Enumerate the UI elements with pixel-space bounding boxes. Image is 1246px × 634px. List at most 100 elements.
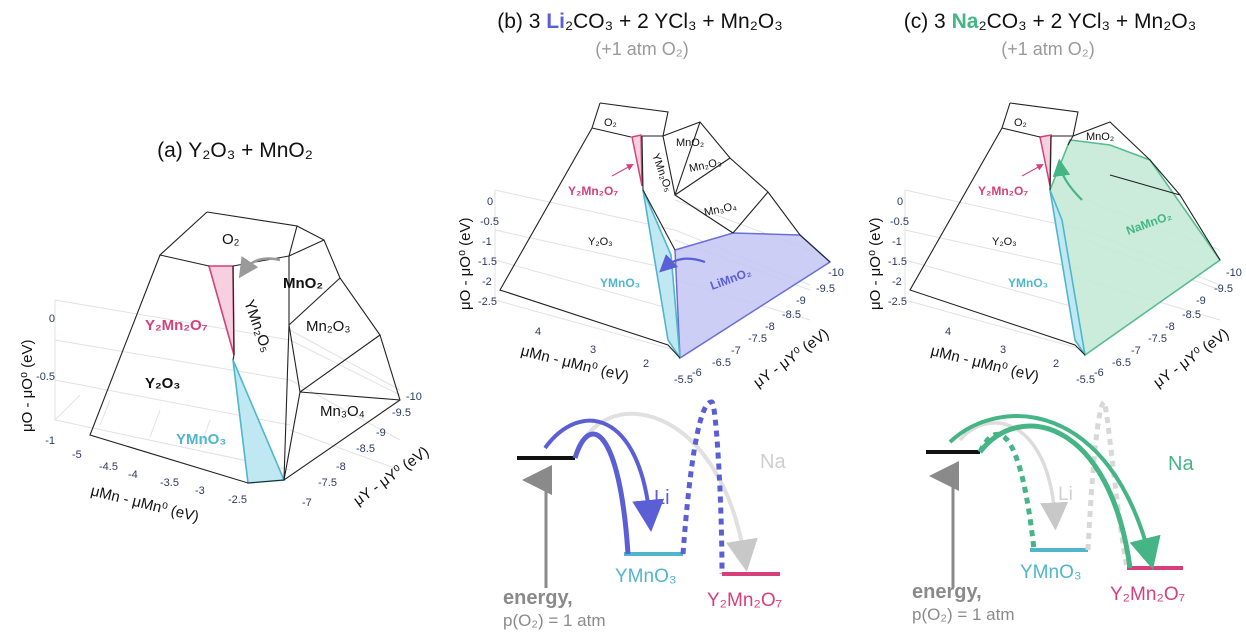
tick-label: -4.5 (99, 461, 118, 473)
tick-label: -9 (376, 427, 386, 439)
panel-b-x-ticks: 4 3 2 (535, 326, 649, 370)
ymno3-region (642, 189, 681, 359)
tick-label: 4 (945, 326, 951, 338)
tick-label: -8 (336, 461, 346, 473)
tick-label: -7.5 (748, 333, 767, 345)
tick-label: -4 (128, 469, 138, 481)
tick-label: -5 (72, 449, 82, 461)
li-label: Li (654, 487, 670, 509)
region-label-ymno3: YMnO₃ (600, 276, 640, 290)
panel-a-z-ticks: 0 -0.5 -1 (36, 313, 55, 447)
panel-b-energy-diagram: Na Li energy, p(O₂) = 1 atm YMnO₃ Y₂Mn₂O… (503, 399, 786, 630)
tick-label: -6.5 (1112, 357, 1131, 369)
panel-a-y-ticks: -10 -9.5 -9 -8.5 -8 -7.5 -7 (302, 391, 422, 509)
y2mn2o7-region (1039, 134, 1052, 187)
tick-label: 2 (1053, 358, 1059, 370)
tick-label: -6.5 (712, 357, 731, 369)
tick-label: -2.5 (478, 296, 497, 308)
z-axis-label: μO - μO⁰ (eV) (457, 218, 474, 310)
tick-label: -2.5 (888, 296, 907, 308)
tick-label: -10 (1226, 267, 1242, 279)
panel-b-polyhedron (499, 102, 832, 360)
y2mn2o7-region (207, 265, 235, 356)
tick-label: -9.5 (392, 407, 411, 419)
tick-label: -1 (482, 236, 492, 248)
li-pathway-arrow (543, 418, 665, 532)
tick-label: -8.5 (782, 309, 801, 321)
y2mn2o7-level-label: Y₂Mn₂O₇ (707, 590, 782, 611)
x-axis-label: μMn - μMn⁰ (eV) (89, 482, 201, 525)
na-barrier-curve (978, 423, 1133, 569)
region-label-mno2: MnO₂ (283, 275, 323, 292)
limno2-arrow (659, 254, 706, 273)
z-axis-label: μO - μO⁰ (eV) (867, 218, 884, 310)
tick-label: -7 (1131, 345, 1141, 357)
tick-label: -7.5 (318, 477, 337, 489)
panel-c-z-ticks: 0 -0.5 -1 -1.5 -2 -2.5 (888, 196, 909, 308)
tick-label: -7.5 (1148, 333, 1167, 345)
panel-c-energy-diagram: Li Na energy, p(O₂) = 1 atm YMnO₃ Y₂Mn₂O… (912, 398, 1194, 624)
namno2-arrow (1052, 158, 1083, 201)
tick-label: -5.5 (674, 374, 693, 386)
tick-label: -7 (731, 345, 741, 357)
li-label: Li (1058, 484, 1073, 505)
y2mn2o7-arrow (1021, 164, 1044, 177)
panel-c-polyhedron (909, 102, 1222, 357)
y2mn2o7-region (631, 134, 643, 187)
tick-label: -0.5 (480, 216, 499, 228)
li-dashed-barrier (680, 399, 725, 575)
panel-b-subtitle: (+1 atm O₂) (595, 39, 689, 59)
tick-label: -2 (482, 276, 492, 288)
panel-a-polyhedron (89, 211, 401, 484)
tick-label: -10 (406, 391, 422, 403)
energy-label: energy, (503, 587, 573, 609)
mno2-arrow (238, 256, 281, 279)
panel-c-x-ticks: 4 3 2 (945, 326, 1059, 370)
tick-label: -0.5 (890, 216, 909, 228)
li-dashed-barrier (1085, 398, 1130, 569)
tick-label: 0 (487, 196, 493, 208)
panel-b-title: (b) 3 Li₂CO₃ + 2 YCl₃ + Mn₂O₃ (497, 10, 783, 33)
tick-label: -2.5 (228, 494, 247, 506)
tick-label: -10 (828, 267, 844, 279)
na-pathway-arrow (948, 414, 1161, 570)
tick-label: -1 (892, 236, 902, 248)
region-label-y2mn2o7: Y₂Mn₂O₇ (145, 317, 208, 334)
tick-label: 0 (49, 313, 55, 325)
li-barrier-curve (572, 431, 631, 555)
pressure-label: p(O₂) = 1 atm (912, 605, 1015, 624)
panel-b-y-ticks: -10 -9.5 -9 -8.5 -8 -7.5 -7 -6.5 -6 -5.5 (674, 267, 844, 386)
tick-label: -0.5 (36, 371, 55, 383)
na-label: Na (1168, 453, 1194, 475)
tick-label: -9.5 (816, 283, 835, 295)
tick-label: -9.5 (1214, 283, 1233, 295)
tick-label: -9 (1196, 295, 1206, 307)
tick-label: -8.5 (356, 443, 375, 455)
tick-label: -5.5 (1076, 374, 1095, 386)
panel-c-y-ticks: -10 -9.5 -9 -8.5 -8 -7.5 -7 -6.5 -6 -5.5 (1076, 267, 1242, 386)
panel-c-subtitle: (+1 atm O₂) (1001, 39, 1095, 59)
panel-a: (a) Y₂O₃ + MnO₂ O₂ MnO₂ Mn₂O₃ Mn₃O₄ YMn₂… (19, 139, 432, 526)
na-dashed-barrier (977, 431, 1037, 551)
tick-label: -1.5 (888, 256, 907, 268)
tick-label: -8 (1165, 321, 1175, 333)
panel-b: (b) 3 Li₂CO₃ + 2 YCl₃ + Mn₂O₃ (+1 atm O₂… (457, 10, 844, 630)
ymno3-region (232, 359, 286, 484)
region-label-mn3o4: Mn₃O₄ (320, 403, 365, 420)
panel-c-title: (c) 3 Na₂CO₃ + 2 YCl₃ + Mn₂O₃ (904, 10, 1197, 33)
x-axis-label: μMn - μMn⁰ (eV) (929, 342, 1041, 385)
region-label-o2: O₂ (604, 117, 617, 129)
region-label-y2o3: Y₂O₃ (145, 375, 180, 392)
region-label-y2o3: Y₂O₃ (992, 236, 1017, 248)
tick-label: 3 (590, 344, 596, 356)
z-axis-label: μO - μO⁰ (eV) (19, 340, 36, 432)
region-label-mno2: MnO₂ (676, 137, 704, 149)
tick-label: -9 (796, 295, 806, 307)
tick-label: 2 (643, 358, 649, 370)
tick-label: -2 (892, 276, 902, 288)
panel-a-x-ticks: -5 -4.5 -4 -3.5 -3 -2.5 (72, 449, 247, 506)
region-label-mno2: MnO₂ (1086, 131, 1114, 143)
region-label-o2: O₂ (1014, 117, 1027, 129)
y2mn2o7-level-label: Y₂Mn₂O₇ (1110, 584, 1185, 605)
